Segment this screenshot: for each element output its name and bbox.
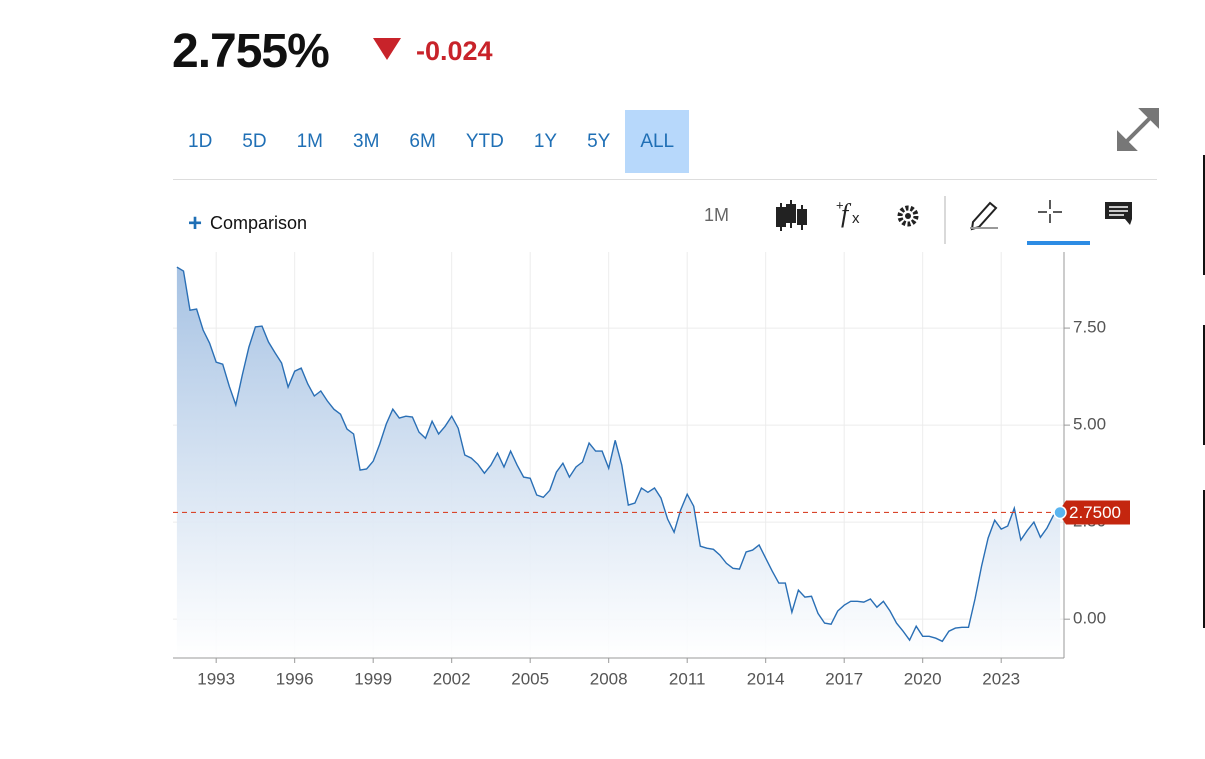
- y-tick-label: 5.00: [1073, 415, 1106, 434]
- range-tab[interactable]: YTD: [465, 131, 504, 152]
- line: [176, 266, 1061, 643]
- comment-icon[interactable]: [1105, 202, 1132, 225]
- comparison-button[interactable]: + Comparison: [188, 210, 308, 237]
- price-change: -0.024: [416, 36, 493, 66]
- last-value-dot: [1053, 505, 1067, 520]
- settings-icon[interactable]: [897, 205, 919, 227]
- range-tabs: 1D 5D 1M 3M 6M YTD 1Y 5Y ALL: [173, 110, 690, 173]
- x-tick-label: 2002: [433, 669, 471, 688]
- x-tick-label: 2005: [511, 669, 549, 688]
- x-tick-label: 1996: [276, 669, 314, 688]
- x-tick-label: 2011: [669, 669, 706, 688]
- range-tab[interactable]: 1Y: [533, 131, 558, 152]
- range-tab[interactable]: 3M: [353, 131, 380, 152]
- area: [176, 267, 1061, 658]
- x-tick-label: 2017: [825, 669, 863, 688]
- x-tick-label: 1993: [197, 669, 235, 688]
- fullscreen-icon[interactable]: [1117, 108, 1159, 151]
- fx-icon[interactable]: x: [852, 210, 860, 227]
- price: 2.755%: [172, 25, 330, 78]
- y-tick-label: 0.00: [1073, 609, 1106, 628]
- y-tick-label: 7.50: [1073, 318, 1106, 337]
- interval-button[interactable]: 1M: [704, 205, 730, 225]
- draw-icon[interactable]: [970, 201, 998, 231]
- fx-icon[interactable]: f: [841, 199, 852, 228]
- range-tab[interactable]: 6M: [409, 131, 436, 152]
- last-value-label: 2.7500: [1069, 503, 1121, 522]
- range-tab[interactable]: 5Y: [587, 131, 611, 152]
- x-tick-label: 2008: [590, 669, 628, 688]
- x-tick-label: 1999: [354, 669, 392, 688]
- down-arrow: [373, 38, 401, 60]
- range-tab[interactable]: 5D: [242, 131, 267, 152]
- x-tick-label: 2020: [904, 669, 942, 688]
- separator: [173, 179, 1157, 180]
- active-tool-underline: [1027, 241, 1090, 245]
- range-tab[interactable]: 1M: [296, 131, 323, 152]
- range-tab[interactable]: 1D: [188, 131, 213, 152]
- comparison-label: Comparison: [210, 213, 308, 233]
- crosshair-icon[interactable]: [1038, 200, 1062, 223]
- candle-icon[interactable]: [776, 200, 807, 231]
- range-tab[interactable]: ALL: [625, 110, 690, 173]
- x-tick-label: 2023: [982, 669, 1020, 688]
- fx-icon[interactable]: +: [836, 197, 844, 212]
- last-value-tag: [1058, 500, 1130, 525]
- x-tick-label: 2014: [747, 669, 785, 688]
